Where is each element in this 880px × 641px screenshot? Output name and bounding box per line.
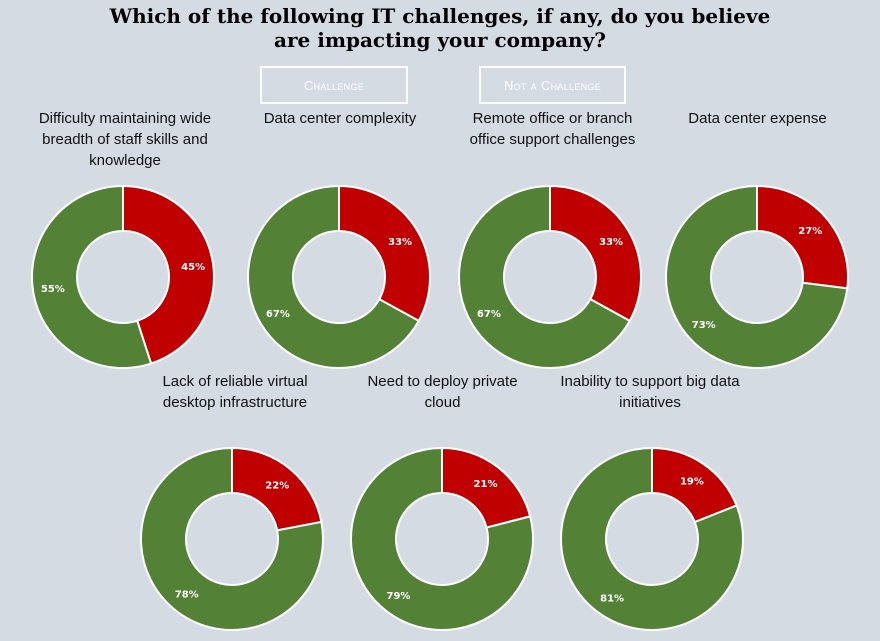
- donut-2-label-not-challenge: 67%: [266, 309, 290, 320]
- chart-label-big-data: Inability to support big data initiative…: [560, 373, 740, 411]
- donut-2-label-challenge: 33%: [388, 237, 412, 248]
- donut-5-label-not-challenge: 78%: [175, 590, 199, 601]
- donut-3-slice-not-challenge: [458, 184, 632, 369]
- legend-not-a-challenge: Not a Challenge: [479, 66, 626, 104]
- legend-not-a-challenge-label: Not a Challenge: [503, 77, 602, 93]
- donut-1-slice-not-challenge: [31, 184, 153, 369]
- legend-challenge: Challenge: [260, 66, 408, 104]
- donut-4-label-not-challenge: 73%: [692, 320, 716, 331]
- legend-challenge-label: Challenge: [303, 77, 365, 93]
- donut-4-label-challenge: 27%: [798, 226, 822, 237]
- donut-5-slice-not-challenge: [140, 446, 324, 631]
- chart-label-dc-complexity: Data center complexity: [263, 110, 417, 127]
- donut-6-slice-not-challenge: [350, 446, 534, 631]
- donut-2-slice-challenge: [338, 184, 431, 323]
- chart-title: Which of the following IT challenges, if…: [109, 4, 771, 52]
- chart-label-dc-expense: Data center expense: [688, 110, 827, 127]
- donut-6-slice-challenge: [441, 446, 532, 529]
- donut-7-slice-not-challenge: [560, 446, 744, 631]
- chart-label-staff-skills: Difficulty maintaining wide breadth of s…: [38, 110, 212, 169]
- donut-3-label-not-challenge: 67%: [477, 309, 501, 320]
- donut-3-label-challenge: 33%: [599, 237, 623, 248]
- donut-7-label-challenge: 19%: [680, 476, 704, 487]
- donut-2-slice-not-challenge: [247, 184, 421, 369]
- chart-label-remote-office: Remote office or branch office support c…: [469, 110, 636, 148]
- chart-label-private-cloud: Need to deploy private cloud: [367, 373, 518, 411]
- chart-label-vdi: Lack of reliable virtual desktop infrast…: [162, 373, 308, 411]
- donut-4-slice-not-challenge: [665, 184, 849, 369]
- donut-6-label-challenge: 21%: [474, 479, 498, 490]
- donut-1-slice-challenge: [122, 184, 215, 365]
- donut-1-label-challenge: 45%: [181, 262, 205, 273]
- donut-3-slice-challenge: [549, 184, 642, 323]
- donut-7-label-not-challenge: 81%: [600, 594, 624, 605]
- donut-5-label-challenge: 22%: [265, 480, 289, 491]
- donut-1-label-not-challenge: 55%: [41, 284, 65, 295]
- donut-6-label-not-challenge: 79%: [387, 591, 411, 602]
- donut-4-slice-challenge: [756, 184, 849, 290]
